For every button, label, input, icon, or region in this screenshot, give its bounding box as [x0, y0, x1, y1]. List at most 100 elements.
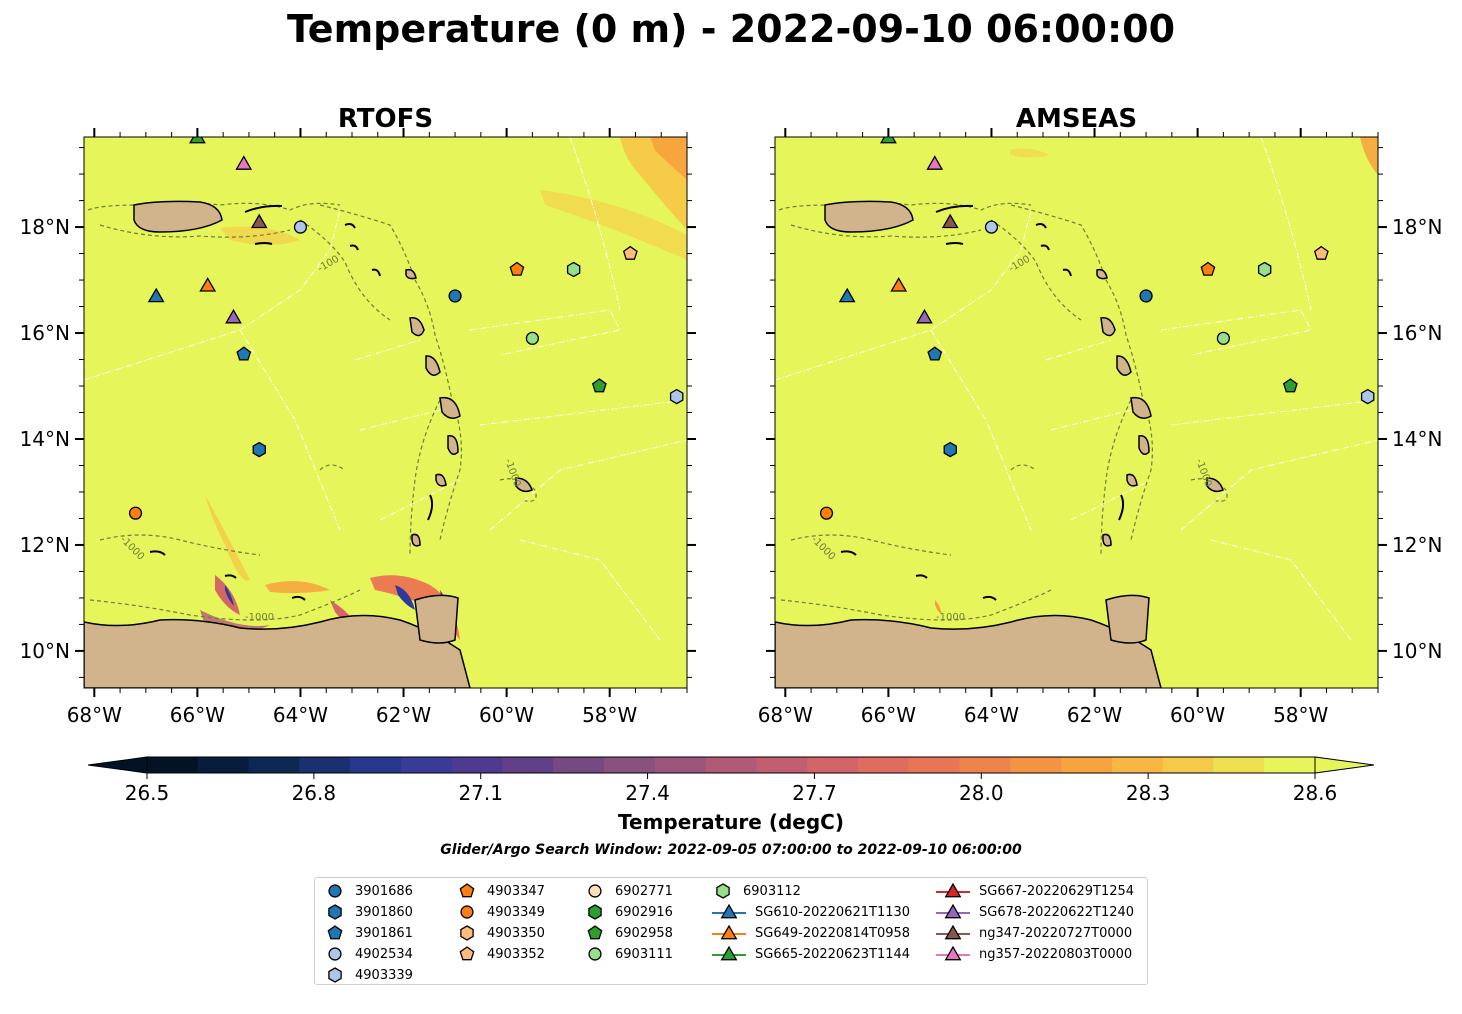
- triangle-icon: [712, 924, 746, 940]
- legend-triangle-icon: [944, 882, 962, 898]
- circle-icon: [588, 884, 602, 898]
- colorbar-band: [451, 757, 504, 773]
- eez-boundaries: [84, 137, 687, 641]
- legend-pentagon-icon: [459, 883, 475, 898]
- circle-icon: [328, 884, 342, 898]
- legend-label: SG678-20220622T1240: [979, 904, 1135, 920]
- legend-label: ng357-20220803T0000: [979, 946, 1133, 962]
- colorbar-band: [350, 757, 402, 773]
- legend-entry: 6903111: [583, 944, 673, 964]
- marker-4903349: [819, 506, 834, 520]
- marker-6902958: [591, 378, 607, 393]
- legend-entry: SG649-20220814T0958: [711, 923, 910, 943]
- legend-entry: 4903350: [455, 923, 545, 943]
- legend-hexagon-icon: [460, 925, 474, 941]
- colorbar-band: [908, 757, 961, 773]
- marker-3901861: [236, 346, 252, 361]
- marker-6903111: [1216, 331, 1230, 345]
- legend-hexagon-icon: [716, 883, 730, 899]
- legend-hexagon-icon: [328, 904, 342, 920]
- y-tick-label: 14°N: [20, 427, 70, 451]
- legend-entry: 3901686: [323, 881, 413, 901]
- legend-hexagon-icon: [328, 967, 342, 983]
- x-tick-label: 64°W: [273, 703, 328, 727]
- colorbar-tick-label: 27.7: [792, 781, 837, 805]
- legend-label: SG667-20220629T1254: [979, 883, 1135, 899]
- marker-ng347-20220727T0000: [941, 213, 959, 229]
- colorbar-extend-low: [87, 756, 148, 774]
- legend-triangle-icon: [720, 924, 738, 940]
- marker-ng357-20220803T0000: [926, 155, 944, 170]
- marker-ng347-20220727T0000: [250, 213, 268, 229]
- legend-label: SG610-20220621T1130: [755, 904, 911, 920]
- marker-SG649-20220814T0958: [199, 277, 217, 292]
- legend-triangle-icon: [944, 945, 962, 961]
- legend-triangle-icon: [944, 903, 962, 919]
- colorbar-band: [756, 757, 808, 773]
- triangle-icon: [712, 945, 746, 961]
- x-tick-label: 68°W: [758, 703, 813, 727]
- colorbar-bands: [147, 757, 1316, 773]
- triangle-icon: [712, 903, 746, 919]
- hexagon-icon: [328, 967, 342, 983]
- panel-title-rtofs: RTOFS: [338, 104, 433, 134]
- contour-label-1000: -1000: [245, 612, 274, 623]
- colorbar-band: [1162, 757, 1215, 773]
- legend-entry: ng347-20220727T0000: [935, 923, 1132, 943]
- map-area-amseas: -1000 -1000 -100 -1000: [775, 137, 1378, 688]
- legend-label: 6903112: [743, 883, 801, 899]
- marker-SG678-20220622T1240: [225, 308, 242, 324]
- colorbar-tick-label: 28.0: [959, 781, 1004, 805]
- marker-3901686: [448, 289, 462, 303]
- legend-circle-icon: [328, 947, 342, 961]
- legend-pentagon-icon: [459, 946, 475, 961]
- legend-entry: 6902916: [583, 902, 673, 922]
- legend-label: 4903347: [487, 883, 545, 899]
- legend: 3901686 3901860 3901861 4902534 4903339 49033…: [314, 877, 1148, 985]
- marker-SG610-20220621T1130: [147, 287, 165, 303]
- x-tick-label: 58°W: [582, 703, 637, 727]
- y-tick-label: 10°N: [1392, 639, 1442, 663]
- x-tick-label: 62°W: [1067, 703, 1122, 727]
- colorbar-band: [248, 757, 300, 773]
- circle-icon: [328, 947, 342, 961]
- eez-boundaries: [775, 137, 1378, 641]
- legend-entry: 4903349: [455, 902, 545, 922]
- marker-3901686: [1139, 289, 1153, 303]
- pentagon-icon: [459, 946, 475, 961]
- colorbar-band: [553, 757, 605, 773]
- marker-4903347: [1200, 261, 1216, 276]
- triangle-icon: [936, 882, 970, 898]
- colorbar-band: [197, 757, 250, 773]
- legend-entry: SG665-20220623T1144: [711, 944, 910, 964]
- marker-3901861: [927, 346, 943, 361]
- marker-6903112: [1257, 261, 1272, 278]
- marker-SG610-20220621T1130: [838, 287, 856, 303]
- colorbar-band: [147, 757, 199, 773]
- pentagon-icon: [587, 925, 603, 940]
- marker-3901860: [943, 441, 957, 458]
- marker-4903347: [509, 261, 525, 276]
- legend-label: 4902534: [355, 946, 413, 962]
- hexagon-icon: [328, 904, 342, 920]
- legend-entry: 4903352: [455, 944, 545, 964]
- y-tick-label: 16°N: [1392, 321, 1442, 345]
- marker-4902534: [984, 220, 999, 234]
- colorbar: 26.5 26.8 27.1 27.4 27.7 28.0 28.3 28.6 Tempera…: [87, 756, 1375, 834]
- triangle-icon: [936, 903, 970, 919]
- colorbar-band: [857, 757, 910, 773]
- marker-4903339: [669, 388, 684, 405]
- x-tick-label: 66°W: [170, 703, 225, 727]
- colorbar-label: Temperature (degC): [618, 810, 844, 834]
- hexagon-icon: [460, 925, 474, 941]
- legend-label: 6902771: [615, 883, 673, 899]
- legend-pentagon-icon: [587, 925, 603, 940]
- marker-3901860: [252, 441, 266, 458]
- colorbar-band: [959, 757, 1011, 773]
- marker-ng357-20220803T0000: [235, 155, 253, 170]
- legend-entry: 4903347: [455, 881, 545, 901]
- temperature-anomalies: [200, 137, 687, 640]
- panel-amseas: AMSEAS: [758, 104, 1443, 727]
- legend-label: 3901686: [355, 883, 413, 899]
